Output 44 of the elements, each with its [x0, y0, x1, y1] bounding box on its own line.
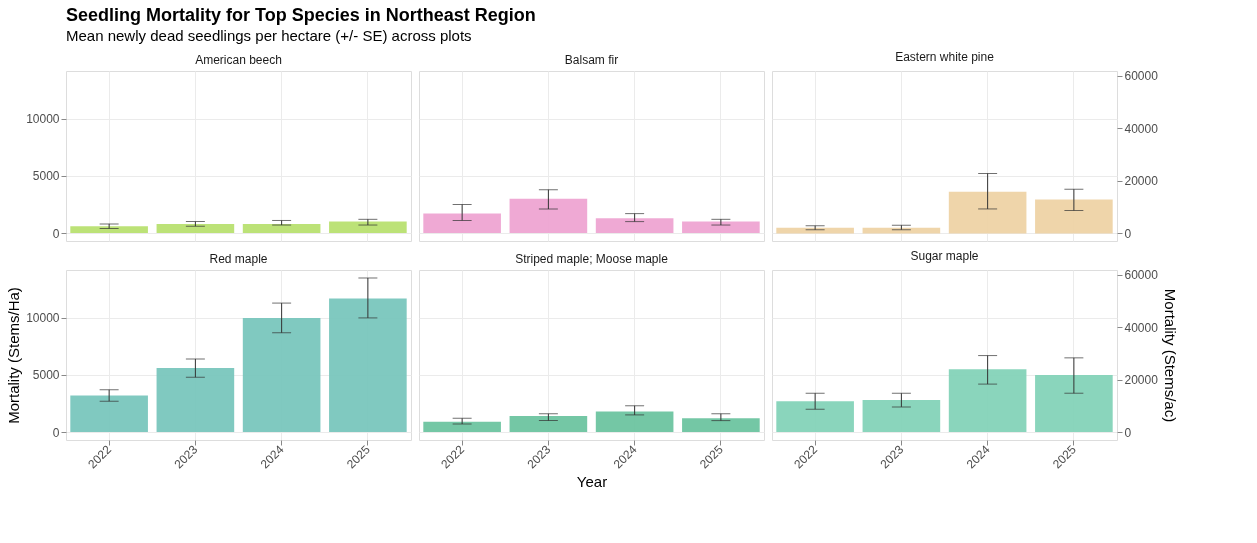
bar — [1035, 374, 1113, 433]
y2-axis-title: Mortality (Stems/ac) — [1161, 288, 1179, 423]
bar — [948, 191, 1027, 234]
y-tick-label: 10000 — [26, 311, 60, 326]
y2-tick-label: 20000 — [1124, 174, 1159, 189]
x-axis-title: Year — [576, 472, 608, 490]
y-tick-label: 10000 — [26, 112, 60, 127]
y2-tick-label: 0 — [1124, 425, 1132, 440]
y-tick-label: 5000 — [32, 368, 60, 383]
y-tick-label: 0 — [52, 425, 60, 440]
bar — [776, 227, 854, 234]
y-axis-title: Mortality (Stems/Ha) — [5, 287, 23, 424]
y2-tick-label: 40000 — [1124, 320, 1159, 335]
bar — [595, 411, 674, 433]
bar — [509, 416, 588, 433]
bar — [776, 401, 854, 433]
bar — [423, 213, 501, 234]
chart-title: Striped maple; Moose maple — [515, 252, 669, 266]
bar — [595, 218, 674, 234]
chart-title: Sugar maple — [910, 249, 979, 264]
y2-tick-label: 40000 — [1124, 121, 1159, 136]
chart-title: Balsam fir — [564, 53, 619, 67]
bar — [862, 400, 941, 433]
bar — [423, 421, 501, 433]
bar — [329, 298, 407, 433]
bar — [948, 369, 1027, 433]
bar — [509, 198, 588, 234]
y2-tick-label: 60000 — [1124, 69, 1159, 84]
bar — [242, 317, 321, 433]
bar — [156, 368, 235, 433]
chart-title: Eastern white pine — [895, 50, 995, 65]
chart-title: American beech — [195, 53, 282, 67]
bar — [682, 418, 760, 433]
text: Mean newly dead seedlings per hectare (+/- SE) across plots — [66, 27, 472, 44]
y2-tick-label: 60000 — [1124, 268, 1159, 283]
bar — [682, 221, 760, 234]
chart-title: Red maple — [209, 252, 268, 266]
y-tick-label: 0 — [52, 226, 60, 241]
y-tick-label: 5000 — [32, 169, 60, 184]
bar — [1035, 199, 1113, 234]
y2-tick-label: 0 — [1124, 226, 1132, 241]
y2-tick-label: 20000 — [1124, 373, 1159, 388]
bar — [70, 395, 148, 433]
text: Seedling Mortality for Top Species in Northeast Region — [66, 5, 536, 25]
